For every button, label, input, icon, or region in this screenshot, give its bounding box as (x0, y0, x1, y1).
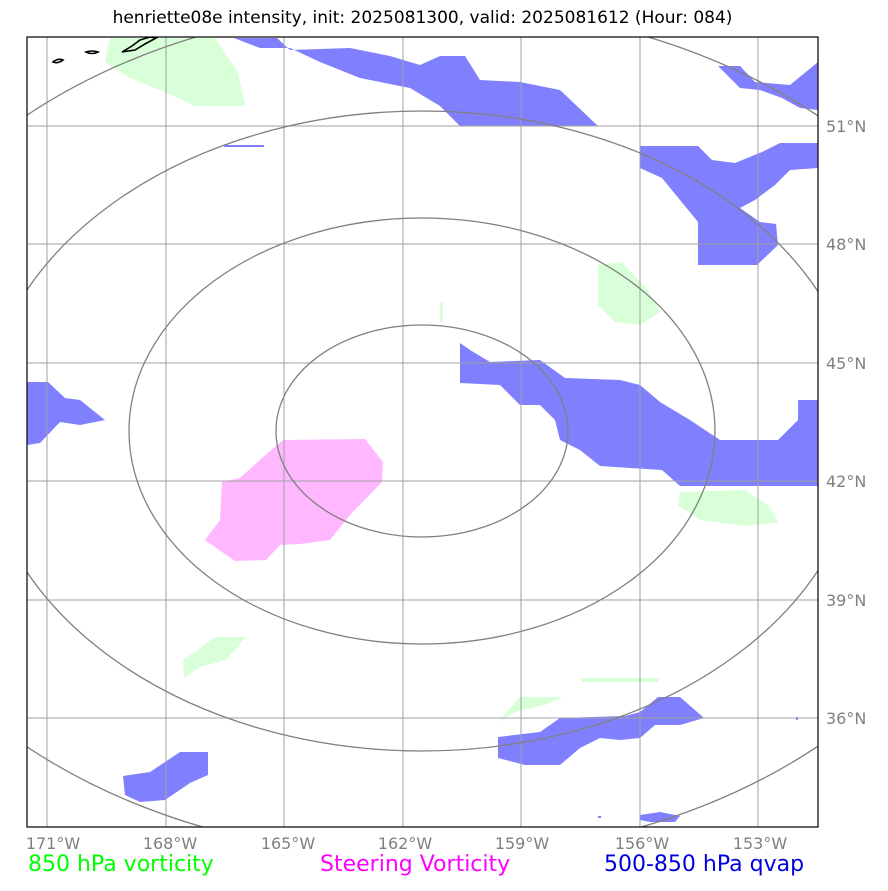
range-ring-inner (275, 324, 569, 538)
qvap-area (640, 143, 818, 265)
lat-tick-label: 36°N (826, 709, 866, 728)
lon-tick-label: 171°W (26, 834, 81, 853)
range-ring-2 (128, 217, 716, 645)
lat-tick-label: 51°N (826, 117, 866, 136)
qvap-area (27, 382, 105, 445)
qvap-areas (27, 38, 818, 822)
lon-tick-labels: 171°W 168°W 165°W 162°W 159°W 156°W 153°W (26, 834, 788, 853)
lat-tick-labels: 51°N 48°N 45°N 42°N 39°N 36°N (826, 117, 866, 728)
steering-vorticity-area (205, 439, 383, 561)
vorticity-area (580, 678, 660, 682)
vorticity-area (498, 697, 562, 722)
legend-850-vorticity: 850 hPa vorticity (28, 852, 214, 877)
vorticity-area (105, 38, 245, 106)
lat-tick-label: 45°N (826, 354, 866, 373)
map-frame (26, 36, 819, 828)
qvap-area (598, 816, 601, 818)
vorticity-area (183, 637, 246, 678)
qvap-area (460, 343, 818, 486)
range-rings (27, 37, 818, 827)
vorticity-area (440, 302, 443, 322)
qvap-area (224, 145, 264, 147)
vorticity-area (598, 262, 660, 325)
lon-tick-label: 153°W (733, 834, 788, 853)
range-ring-3 (27, 110, 818, 752)
vorticity-850-areas (105, 38, 778, 722)
lon-tick-label: 162°W (378, 834, 433, 853)
lat-tick-label: 42°N (826, 472, 866, 491)
qvap-area (498, 697, 704, 765)
lon-tick-label: 156°W (615, 834, 670, 853)
lon-tick-label: 159°W (495, 834, 550, 853)
vorticity-area (678, 490, 778, 526)
qvap-area (234, 38, 598, 126)
coastline-segment (51, 58, 65, 64)
qvap-area (640, 812, 680, 822)
legend-qvap: 500-850 hPa qvap (604, 852, 805, 877)
map-title: henriette08e intensity, init: 2025081300… (112, 8, 733, 28)
lon-tick-label: 168°W (143, 834, 198, 853)
coastline-segment (83, 50, 101, 55)
range-ring-outer (27, 37, 818, 827)
gridlines (27, 37, 818, 827)
legend-steering-vorticity: Steering Vorticity (320, 852, 511, 877)
lon-tick-label: 165°W (261, 834, 316, 853)
lat-tick-label: 39°N (826, 591, 866, 610)
lat-tick-label: 48°N (826, 235, 866, 254)
steering-vorticity-areas (205, 439, 383, 561)
